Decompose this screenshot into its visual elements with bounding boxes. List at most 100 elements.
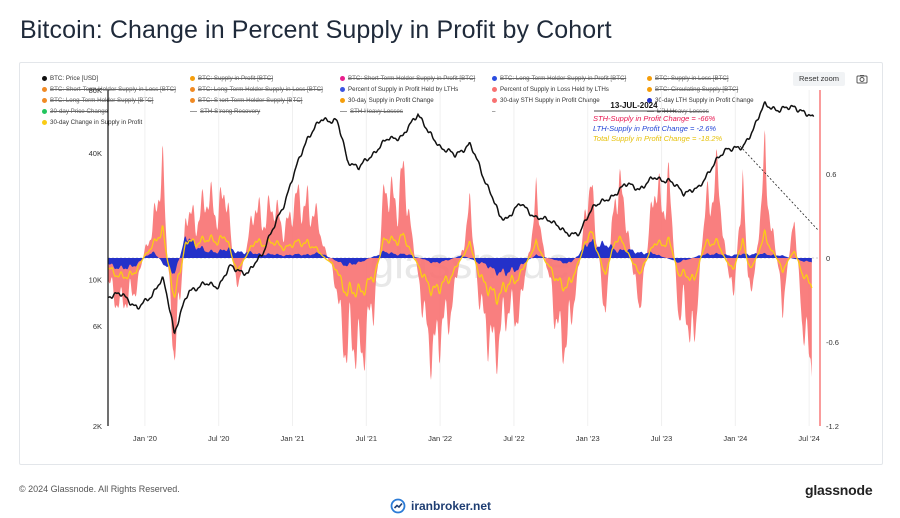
broker-logo-icon <box>390 498 406 514</box>
site-name: iranbroker.net <box>411 499 492 513</box>
legend-marker <box>340 76 345 81</box>
total-supply-change-line <box>107 225 813 306</box>
x-tick-label: Jan '24 <box>723 434 747 443</box>
legend-marker <box>340 111 347 112</box>
legend-item[interactable]: Percent of Supply in Profit Held by LTHs <box>340 86 458 93</box>
legend-item[interactable]: 30-day Change in Supply in Profit <box>42 119 142 126</box>
price-line <box>108 101 815 335</box>
legend-marker <box>42 87 47 92</box>
legend-item[interactable]: 30-day Supply in Profit Change <box>340 97 434 104</box>
annotation-lth: LTH-Supply in Profit Change = -2.6% <box>593 124 716 133</box>
legend-item[interactable]: LTH Heavy Losses <box>647 108 709 115</box>
legend-label: Percent of Supply in Profit Held by LTHs <box>348 86 459 93</box>
x-tick-label: Jul '20 <box>208 434 229 443</box>
x-tick-label: Jul '22 <box>503 434 524 443</box>
btc-price-line <box>108 101 815 335</box>
legend-label: BTC: Supply in Loss [BTC] <box>655 75 729 82</box>
legend-label: BTC: Short-Term Holder Supply in Profit … <box>348 75 476 82</box>
x-tick-label: Jul '21 <box>356 434 377 443</box>
legend-label: BTC: Short-Term Holder Supply in Loss [B… <box>50 86 176 93</box>
legend-label: 30-day STH Supply in Profit Change <box>500 97 600 104</box>
lth-area <box>108 236 812 277</box>
legend-marker <box>42 98 47 103</box>
legend-item[interactable]: BTC: Circulating Supply [BTC] <box>647 86 738 93</box>
x-tick-label: Jan '22 <box>428 434 452 443</box>
legend-item[interactable]: 30-day STH Supply in Profit Change <box>492 97 600 104</box>
legend-label: BTC: Supply in Profit [BTC] <box>198 75 273 82</box>
legend-label: 30-day LTH Supply in Profit Change <box>655 97 754 104</box>
annotation-total: Total Supply in Profit Change = -18.2% <box>593 134 723 143</box>
legend-marker <box>340 87 345 92</box>
x-tick-label: Jul '23 <box>651 434 672 443</box>
legend-marker <box>492 76 497 81</box>
legend-item[interactable]: BTC: Short-Term Holder Supply [BTC] <box>190 97 303 104</box>
lth-supply-change-area <box>108 236 812 277</box>
site-watermark: iranbroker.net <box>390 498 491 514</box>
annotation-sth: STH-Supply in Profit Change = -66% <box>593 114 716 123</box>
legend-item[interactable]: BTC: Long-Term Holder Supply [BTC] <box>42 97 154 104</box>
legend-marker <box>42 120 47 125</box>
legend-label: 30-day Price Change <box>50 108 109 115</box>
x-tick-label: Jan '23 <box>576 434 600 443</box>
legend-marker <box>340 98 345 103</box>
legend-item[interactable]: 30-day Price Change <box>42 108 108 115</box>
legend-item[interactable]: STH Strong Recovery <box>190 108 260 115</box>
legend-label: 30-day Supply in Profit Change <box>348 97 434 104</box>
legend-marker <box>647 111 654 112</box>
legend-marker <box>190 76 195 81</box>
legend-label: STH Strong Recovery <box>200 108 261 115</box>
legend-marker <box>647 87 652 92</box>
legend-label: LTH Heavy Losses <box>657 108 709 115</box>
legend-marker <box>190 87 195 92</box>
legend-marker <box>190 98 195 103</box>
legend-marker <box>42 76 47 81</box>
legend-label: BTC: Circulating Supply [BTC] <box>655 86 739 93</box>
axes: Jan '20 Jul '20 Jan '21 Jul '21 Jan '22 Jul '… <box>89 86 839 443</box>
camera-icon[interactable] <box>856 73 868 85</box>
y-left-tick-label: 6K <box>93 322 102 331</box>
legend-item[interactable]: BTC: Short-Term Holder Supply in Profit … <box>340 75 475 82</box>
legend-item[interactable]: 30-day LTH Supply in Profit Change <box>647 97 754 104</box>
y-left-tick-label: 40K <box>89 149 102 158</box>
y-left-tick-label: 10K <box>89 275 102 284</box>
legend-marker <box>42 109 47 114</box>
copyright: © 2024 Glassnode. All Rights Reserved. <box>19 484 180 494</box>
legend-item[interactable]: BTC: Long-Term Holder Supply in Profit [… <box>492 75 626 82</box>
x-tick-label: Jan '20 <box>133 434 157 443</box>
legend-item[interactable]: STH Heavy Losses <box>340 108 403 115</box>
total-line <box>107 225 813 306</box>
legend-marker <box>647 98 652 103</box>
legend-marker <box>647 76 652 81</box>
legend-label: BTC: Long-Term Holder Supply [BTC] <box>50 97 154 104</box>
x-tick-label: Jan '21 <box>281 434 305 443</box>
y-left-tick-label: 80K <box>89 86 102 95</box>
legend-marker <box>492 87 497 92</box>
legend-item[interactable]: BTC: Supply in Loss [BTC] <box>647 75 729 82</box>
legend-label: BTC: Price [USD] <box>50 75 99 82</box>
y-right-tick-label: 0.6 <box>826 170 836 179</box>
legend-marker <box>190 111 197 112</box>
glassnode-logo: glassnode <box>805 482 873 498</box>
legend-label: – <box>492 108 496 115</box>
legend-label: STH Heavy Losses <box>350 108 403 115</box>
legend-label: BTC: Long-Term Holder Supply in Profit [… <box>500 75 627 82</box>
y-right-tick-label: -0.6 <box>826 338 839 347</box>
legend-item[interactable]: Percent of Supply in Loss Held by LTHs <box>492 86 609 93</box>
legend-item[interactable]: BTC: Supply in Profit [BTC] <box>190 75 273 82</box>
legend-marker <box>492 98 497 103</box>
legend-item[interactable]: BTC: Price [USD] <box>42 75 98 82</box>
legend-label: BTC: Long-Term Holder Supply in Loss [BT… <box>198 86 323 93</box>
legend-label: Percent of Supply in Loss Held by LTHs <box>500 86 609 93</box>
legend-label: BTC: Short-Term Holder Supply [BTC] <box>198 97 303 104</box>
legend-item[interactable]: – <box>492 108 495 115</box>
legend-item[interactable]: BTC: Short-Term Holder Supply in Loss [B… <box>42 86 176 93</box>
x-tick-label: Jul '24 <box>798 434 819 443</box>
page-title: Bitcoin: Change in Percent Supply in Pro… <box>20 16 612 44</box>
annotation-pointer <box>739 145 819 231</box>
annotation: 13-JUL-2024 STH-Supply in Profit Change … <box>593 101 819 231</box>
annotation-date: 13-JUL-2024 <box>610 101 658 110</box>
y-left-tick-label: 2K <box>93 422 102 431</box>
legend-item[interactable]: BTC: Long-Term Holder Supply in Loss [BT… <box>190 86 323 93</box>
reset-zoom-button[interactable]: Reset zoom <box>793 72 845 86</box>
